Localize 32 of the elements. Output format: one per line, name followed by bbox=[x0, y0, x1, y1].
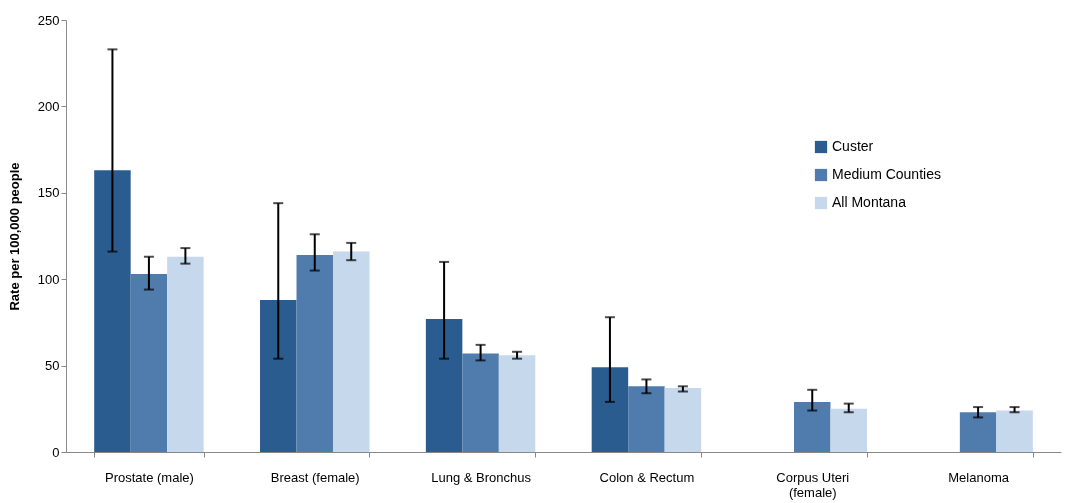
bar bbox=[794, 401, 831, 452]
bar bbox=[498, 355, 536, 452]
bar bbox=[830, 408, 867, 452]
bar bbox=[996, 410, 1033, 452]
x-tick-label: Colon & Rectum bbox=[599, 469, 695, 485]
bar bbox=[425, 318, 463, 452]
bar bbox=[462, 353, 499, 452]
bar bbox=[628, 386, 665, 452]
bar bbox=[94, 170, 131, 452]
legend-label: Medium Counties bbox=[832, 166, 941, 182]
y-tick-label: 100 bbox=[37, 271, 60, 287]
x-tick-label: Lung & Bronchus bbox=[431, 469, 532, 485]
x-tick-label: Melanoma bbox=[948, 469, 1010, 485]
x-tick-label: Corpus Uteri (female) bbox=[776, 469, 850, 500]
legend-label: Custer bbox=[832, 138, 874, 154]
y-tick-label: 150 bbox=[37, 185, 60, 201]
bar bbox=[296, 255, 333, 452]
bar bbox=[130, 274, 168, 452]
bar bbox=[591, 367, 629, 452]
bar bbox=[167, 256, 204, 452]
y-tick-label: 200 bbox=[37, 98, 60, 114]
bar bbox=[260, 299, 297, 452]
x-tick-label: Prostate (male) bbox=[104, 469, 194, 485]
x-tick-label: Breast (female) bbox=[270, 469, 360, 485]
y-axis-title: Rate per 100,000 people bbox=[6, 162, 22, 311]
legend-label: All Montana bbox=[832, 194, 907, 210]
y-tick-label: 250 bbox=[37, 12, 60, 28]
bar bbox=[959, 412, 997, 452]
bar bbox=[332, 251, 370, 452]
y-tick-label: 50 bbox=[45, 358, 60, 374]
y-tick-label: 0 bbox=[52, 444, 60, 460]
bar bbox=[664, 388, 702, 452]
